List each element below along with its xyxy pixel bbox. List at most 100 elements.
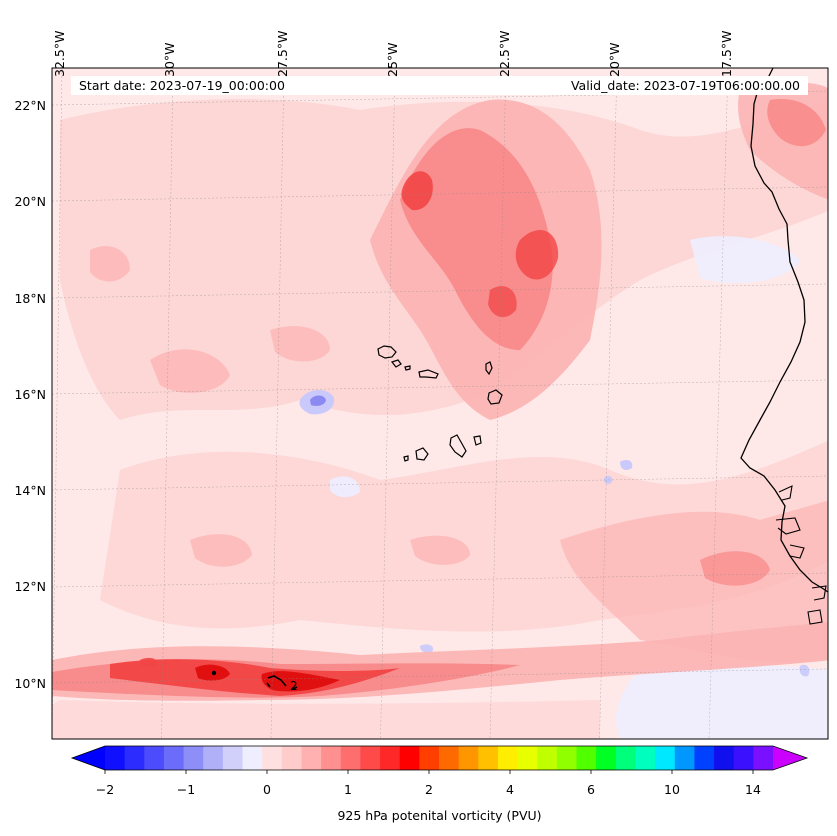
pv-patch-sw [190, 534, 252, 567]
colorbar-swatch [714, 746, 735, 770]
parallel-line [52, 283, 828, 299]
pv-ne-salmon [767, 99, 826, 147]
colorbar-swatch [301, 746, 322, 770]
colorbar-swatch [281, 746, 302, 770]
cb-tick-0: 0 [263, 782, 271, 797]
date-banner: Start date: 2023-07-19_00:00:00 Valid_da… [71, 76, 808, 95]
lon-label-32-5w: 32.5°W [52, 30, 67, 77]
colorbar-swatch [733, 746, 754, 770]
colorbar-swatch [674, 746, 695, 770]
start-date-text: Start date: 2023-07-19_00:00:00 [79, 78, 285, 93]
parallel-line [52, 475, 828, 491]
parallel-line [52, 186, 828, 202]
cb-tick-2: 2 [425, 782, 433, 797]
pv-band-core-3 [140, 657, 158, 667]
island-santa-luzia [404, 365, 411, 371]
colorbar-swatch [242, 746, 263, 770]
colorbar-swatch [105, 746, 126, 770]
parallel-line [52, 90, 828, 106]
pv-patch-s [410, 535, 470, 565]
map-panel: 2 [52, 68, 828, 739]
colorbar-swatch [144, 746, 165, 770]
valid-date-text: Valid_date: 2023-07-19T06:00:00.00 [570, 78, 800, 93]
colorbar-swatch [321, 746, 342, 770]
colorbar-swatch [203, 746, 224, 770]
cb-tick-6: 6 [587, 782, 595, 797]
island-sao-vicente [390, 359, 402, 368]
colorbar-swatch [399, 746, 420, 770]
pv-blue-small-4 [799, 664, 810, 677]
pv-patch-nw [90, 246, 130, 282]
island-santo-antao [377, 345, 397, 359]
pv-vortex-inner [310, 395, 326, 406]
colorbar-swatch [262, 746, 283, 770]
parallel-line [52, 572, 828, 588]
colorbar-swatch [478, 746, 499, 770]
contour-line-2 [266, 675, 298, 690]
colorbar [70, 745, 809, 774]
lat-label-14n: 14°N [14, 483, 46, 498]
colorbar-extend-min [72, 746, 105, 770]
lon-label-20w: 20°W [607, 42, 622, 77]
pv-blue-low [52, 700, 600, 739]
colorbar-swatch [419, 746, 440, 770]
island-sal [485, 361, 493, 376]
pv-plume-core-3 [488, 286, 517, 318]
colorbar-swatch [497, 746, 518, 770]
lon-label-22-5w: 22.5°W [497, 30, 512, 77]
pv-plume-core-2 [515, 229, 559, 280]
pv-band-red [110, 659, 400, 696]
colorbar-swatch [635, 746, 656, 770]
map-frame [51, 67, 829, 740]
island-maio [473, 435, 482, 446]
pv-patch-e [700, 551, 770, 586]
colorbar-swatch [222, 746, 243, 770]
colorbar-swatch [183, 746, 204, 770]
colorbar-swatch [163, 746, 184, 770]
pv-band-core-2 [261, 671, 340, 692]
lat-label-10n: 10°N [14, 676, 46, 691]
lon-label-27-5w: 27.5°W [275, 30, 290, 77]
parallel-line [52, 668, 828, 684]
colorbar-swatch [576, 746, 597, 770]
pv-blue-small-1 [620, 460, 633, 470]
colorbar-swatch [439, 746, 460, 770]
lon-label-25w: 25°W [385, 42, 400, 77]
pv-blue-east [690, 236, 800, 284]
colorbar-swatch [458, 746, 479, 770]
colorbar-swatch [655, 746, 676, 770]
lat-label-20n: 20°N [14, 194, 46, 209]
island-fogo [415, 447, 429, 461]
pv-plume-core-1 [401, 171, 433, 211]
pv-patch-west [150, 349, 230, 393]
pv-blue-center [330, 476, 360, 498]
colorbar-swatch [537, 746, 558, 770]
cb-tick-neg2: −2 [95, 782, 115, 797]
pv-patch-mid [270, 326, 330, 362]
colorbar-swatch [340, 746, 361, 770]
parallel-line [52, 379, 828, 395]
contour-value-label: 2 [290, 679, 298, 693]
colorbar-swatch [124, 746, 145, 770]
cb-tick-4: 4 [506, 782, 514, 797]
island-boa-vista [487, 389, 503, 405]
island-brava [403, 455, 409, 462]
colorbar-extend-max [773, 746, 807, 770]
colorbar-swatch [615, 746, 636, 770]
pv-blue-se [616, 664, 828, 739]
lat-label-22n: 22°N [14, 98, 46, 113]
lat-label-12n: 12°N [14, 579, 46, 594]
colorbar-swatch [596, 746, 617, 770]
colorbar-swatch [694, 746, 715, 770]
colorbar-swatch [753, 746, 774, 770]
coastlines [211, 68, 828, 690]
colorbar-swatch [380, 746, 401, 770]
pv-area-east [560, 500, 828, 663]
cb-tick-10: 10 [664, 782, 680, 797]
cb-tick-neg1: −1 [176, 782, 196, 797]
colorbar-title: 925 hPa potenital vorticity (PVU) [337, 808, 542, 823]
lon-label-17-5w: 17.5°W [719, 30, 734, 77]
island-santiago [449, 434, 467, 458]
pv-blue-small-3 [420, 644, 434, 653]
